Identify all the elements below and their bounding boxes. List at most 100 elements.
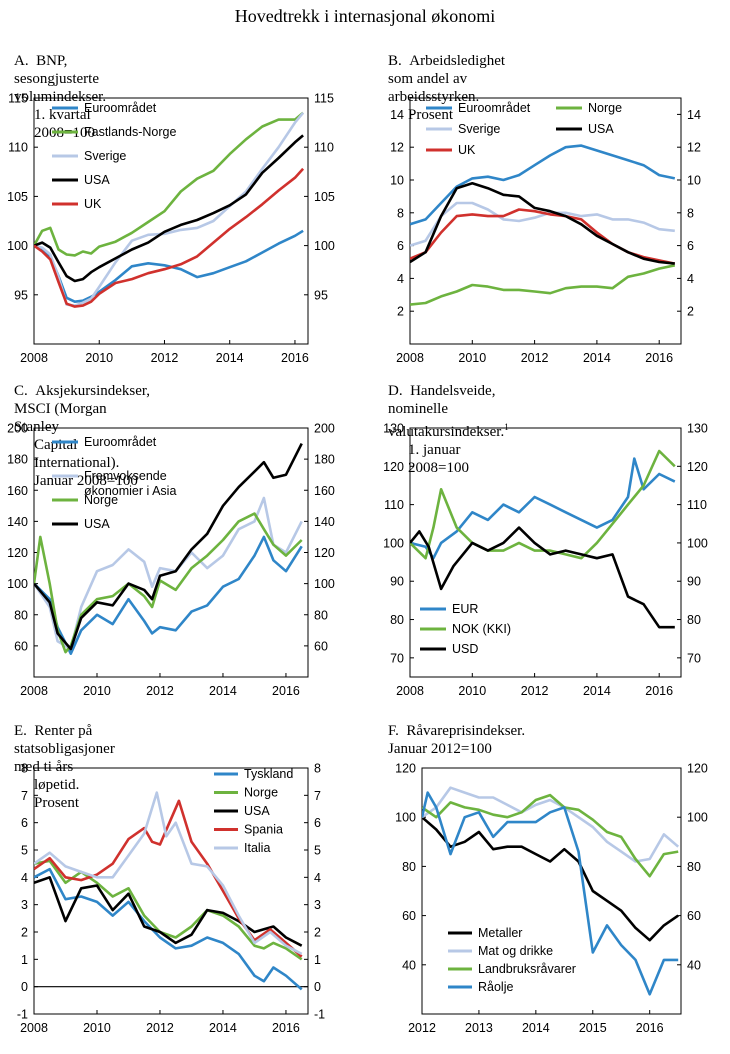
y-tick-label-left: 12: [390, 141, 404, 155]
y-tick-label-left: 7: [21, 789, 28, 803]
series-line-italia: [34, 791, 303, 956]
x-tick-label: 2010: [458, 351, 486, 365]
legend-italia-label: Italia: [244, 841, 270, 855]
y-tick-label-right: 70: [687, 651, 701, 665]
chart-f-title: F. Råvareprisindekser. Januar 2012=100: [388, 722, 525, 758]
y-tick-label-left: 120: [395, 762, 416, 776]
x-tick-label: 2014: [522, 1021, 550, 1035]
legend-sverige-label: Sverige: [84, 149, 126, 163]
y-tick-label-right: 160: [314, 484, 335, 498]
y-tick-label-left: 4: [397, 272, 404, 286]
y-tick-label-left: 6: [21, 816, 28, 830]
x-tick-label: 2014: [216, 351, 244, 365]
y-tick-label-right: 7: [314, 789, 321, 803]
chart-d-frame: [409, 427, 682, 678]
legend-norge-label: Norge: [84, 493, 118, 507]
series-line-norge: [34, 512, 303, 654]
legend-tyskland-label: Tyskland: [244, 767, 293, 781]
x-tick-label: 2008: [396, 351, 424, 365]
y-tick-label-right: 100: [314, 239, 335, 253]
y-tick-label-left: 2: [397, 305, 404, 319]
legend-usa-label: USA: [84, 517, 110, 531]
y-tick-label-left: 80: [14, 608, 28, 622]
y-tick-label-left: 180: [7, 453, 28, 467]
legend-usa-label: USA: [588, 122, 614, 136]
y-tick-label-right: 80: [314, 608, 328, 622]
y-tick-label-right: 40: [687, 958, 701, 972]
legend-usd-label: USD: [452, 642, 478, 656]
y-tick-label-right: 2: [314, 926, 321, 940]
x-tick-label: 2016: [272, 684, 300, 698]
y-tick-label-left: 0: [21, 980, 28, 994]
y-tick-label-left: 40: [402, 958, 416, 972]
y-tick-label-left: 100: [395, 811, 416, 825]
chart-b-frame: [409, 97, 682, 345]
legend-eur-label: EUR: [452, 602, 478, 616]
chart-e-title-line1: E. Renter på statsobligasjoner med ti år…: [14, 723, 115, 775]
chart-e-title: E. Renter på statsobligasjoner med ti år…: [14, 722, 115, 812]
y-tick-label-left: 120: [383, 460, 404, 474]
series-line-landbruksr-varer: [422, 793, 679, 878]
y-tick-label-left: 2: [21, 926, 28, 940]
legend-spania-label: Spania: [244, 823, 283, 837]
y-tick-label-right: 140: [314, 515, 335, 529]
x-tick-label: 2012: [408, 1021, 436, 1035]
y-tick-label-right: 2: [687, 305, 694, 319]
series-line-usa: [34, 134, 304, 283]
legend-norge-label: Norge: [588, 101, 622, 115]
legend-mat-og-drikke-label: Mat og drikke: [478, 944, 553, 958]
legend-euroomr-det-label: Euroområdet: [84, 435, 157, 449]
chart-d-title-line2: 1. januar 2008=100: [408, 442, 469, 476]
x-tick-label: 2010: [83, 1021, 111, 1035]
legend-metaller-label: Metaller: [478, 926, 522, 940]
chart-e-title-line2: løpetid. Prosent: [34, 777, 80, 811]
y-tick-label-right: 60: [687, 909, 701, 923]
series-line-usa: [34, 443, 303, 651]
y-tick-label-left: 115: [8, 92, 28, 106]
chart-b-title-line2: Prosent: [408, 107, 453, 123]
y-tick-label-right: 100: [314, 577, 335, 591]
y-tick-label-left: 95: [14, 288, 28, 302]
y-tick-label-right: 120: [687, 762, 708, 776]
legend-nok-kki--label: NOK (KKI): [452, 622, 511, 636]
y-tick-label-right: 5: [314, 844, 321, 858]
chart-b-title-line1: B. Arbeidsledighet som andel av arbeidss…: [388, 53, 506, 105]
chart-a-frame: [33, 97, 309, 345]
series-line-euroomr-det: [410, 144, 676, 226]
x-tick-label: 2012: [521, 684, 549, 698]
x-tick-label: 2012: [151, 351, 179, 365]
legend-uk-label: UK: [458, 143, 476, 157]
y-tick-label-left: 5: [21, 844, 28, 858]
y-tick-label-right: 6: [314, 816, 321, 830]
y-tick-label-left: 10: [390, 174, 404, 188]
legend-euroomr-det-label: Euroområdet: [84, 101, 157, 115]
x-tick-label: 2008: [20, 351, 48, 365]
series-line-mat-og-drikke: [422, 786, 680, 863]
x-tick-label: 2008: [20, 1021, 48, 1035]
x-tick-label: 2016: [272, 1021, 300, 1035]
y-tick-label-left: 60: [402, 909, 416, 923]
y-tick-label-left: 110: [384, 498, 404, 512]
legend-fremvoksende-konomier-i-asia-label: Fremvoksende økonomier i Asia: [84, 469, 176, 498]
x-tick-label: 2008: [20, 684, 48, 698]
y-tick-label-left: 8: [21, 762, 28, 776]
y-tick-label-left: 3: [21, 898, 28, 912]
series-line-usd: [410, 526, 675, 629]
legend-landbruksr-varer-label: Landbruksråvarer: [478, 962, 576, 976]
y-tick-label-right: 120: [314, 546, 335, 560]
y-tick-label-right: 95: [314, 288, 328, 302]
y-tick-label-left: 8: [397, 206, 404, 220]
y-tick-label-left: 120: [7, 546, 28, 560]
y-tick-label-right: 8: [314, 762, 321, 776]
series-line-tyskland: [34, 867, 303, 991]
y-tick-label-right: 14: [687, 108, 701, 122]
series-line-usa: [34, 875, 303, 947]
legend-sverige-label: Sverige: [458, 122, 500, 136]
y-tick-label-left: 14: [390, 108, 404, 122]
y-tick-label-right: 80: [687, 860, 701, 874]
y-tick-label-left: 100: [383, 536, 404, 550]
x-tick-label: 2015: [579, 1021, 607, 1035]
